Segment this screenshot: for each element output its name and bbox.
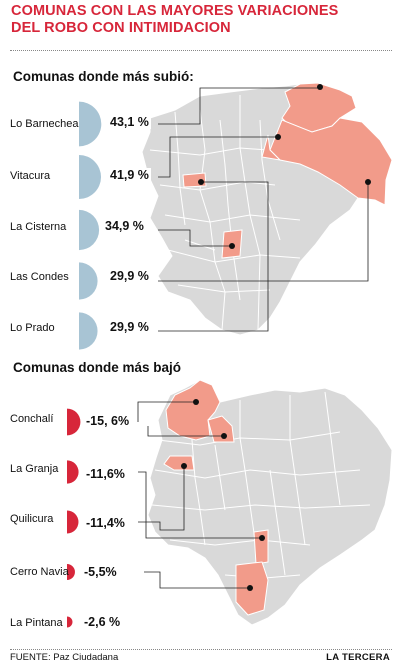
upper-leader-dots [198, 84, 371, 249]
down-item-name-1: La Granja [10, 463, 59, 475]
up-item-value-0: 43,1 % [108, 115, 151, 129]
title-line-2: DEL ROBO CON INTIMIDACION [11, 20, 231, 36]
down-item-value-0: -15, 6% [84, 414, 132, 428]
up-item-value-3: 29,9 % [108, 269, 151, 283]
up-marker-1 [79, 154, 102, 200]
up-item-name-3: Las Condes [10, 271, 69, 283]
up-marker-0 [79, 101, 102, 147]
down-marker-3 [67, 564, 75, 580]
down-item-name-2: Quilicura [10, 513, 54, 525]
up-marker-3 [79, 262, 98, 300]
up-markers [79, 101, 102, 350]
brand-logo-text: LA TERCERA [326, 652, 390, 663]
source-note: FUENTE: Paz Ciudadana [10, 652, 119, 663]
down-item-name-3: Cerro Navia [10, 566, 69, 578]
infographic-title: COMUNAS CON LAS MAYORES VARIACIONES DEL … [11, 3, 391, 37]
upper-map-borders [149, 95, 301, 331]
down-item-value-2: -11,4% [84, 516, 127, 530]
down-item-name-4: La Pintana [10, 617, 63, 629]
down-marker-0 [67, 408, 81, 436]
down-item-value-3: -5,5% [82, 565, 119, 579]
down-marker-2 [67, 510, 79, 534]
las-condes-area [269, 117, 393, 206]
title-divider [10, 50, 392, 51]
footer-divider [10, 649, 392, 650]
upper-leader-lines [158, 87, 369, 332]
up-marker-4 [79, 312, 98, 350]
up-item-name-1: Vitacura [10, 170, 51, 182]
down-markers [67, 408, 81, 628]
lower-map [137, 379, 393, 626]
up-item-value-2: 34,9 % [103, 219, 146, 233]
up-item-name-0: Lo Barnechea [10, 118, 79, 130]
up-item-name-4: Lo Prado [10, 322, 55, 334]
up-item-value-1: 41,9 % [108, 168, 151, 182]
up-item-value-4: 29,9 % [108, 320, 151, 334]
up-marker-2 [79, 209, 100, 251]
down-item-value-4: -2,6 % [82, 615, 123, 629]
down-marker-4 [67, 616, 73, 628]
la-granja-area [253, 529, 269, 565]
section-down-heading: Comunas donde más bajó [13, 360, 182, 375]
title-line-1: COMUNAS CON LAS MAYORES VARIACIONES [11, 3, 339, 19]
down-marker-1 [67, 460, 79, 484]
up-item-name-2: La Cisterna [10, 221, 67, 233]
section-up-heading: Comunas donde más subió: [13, 69, 194, 84]
conchali-area [207, 415, 235, 443]
lower-leader-lines [137, 401, 262, 589]
upper-map [141, 82, 393, 336]
down-item-value-1: -11,6% [84, 467, 127, 481]
lower-leader-dots [181, 399, 265, 591]
down-item-name-0: Conchalí [10, 413, 54, 425]
vitacura-area [261, 134, 282, 161]
